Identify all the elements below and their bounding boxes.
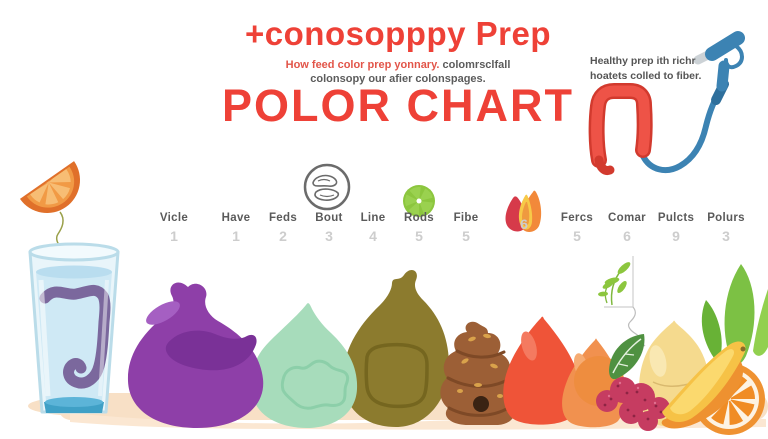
page-subtitle: How feed color prep yonnary. colomrsclfa… (14, 58, 768, 86)
scale-label: Bout (315, 212, 343, 224)
scale-item-10: Comar 6 (597, 212, 657, 244)
scale-item-11: Pulcts 9 (646, 212, 706, 244)
scale-item-5: Line 4 (343, 212, 403, 244)
scale-label: Pulcts (657, 212, 695, 224)
scale-number: 2 (279, 228, 287, 244)
scale-item-8: 6 (494, 212, 554, 232)
scale-number: 1 (232, 228, 240, 244)
orange-half-icon (19, 161, 80, 213)
subtitle-line2: colonsopy our afier colonspages. (310, 73, 486, 85)
scale-item-1: Vicle 1 (144, 212, 204, 244)
scribble-intestine-icon (303, 163, 351, 211)
scale-number: 3 (325, 228, 333, 244)
purple-blob (127, 282, 264, 428)
glass-of-water (28, 242, 120, 414)
scale-number: 5 (573, 228, 581, 244)
mint-blob (251, 303, 358, 428)
scale-number: 9 (672, 228, 680, 244)
scale-item-12: Polurs 3 (696, 212, 756, 244)
chart-heading: POLOR CHART (222, 80, 574, 131)
scale-label: Vicle (159, 212, 189, 224)
note-line1: Healthy prep ith richr (590, 55, 696, 67)
scale-number: 4 (369, 228, 377, 244)
scale-item-6: Rods 5 (389, 212, 449, 244)
subtitle-red-part: How feed color prep yonnary. (285, 59, 440, 71)
scale-label: Comar (608, 212, 646, 224)
stool-swirl (440, 321, 517, 425)
scale-number: 3 (722, 228, 730, 244)
colon-in-glass (39, 284, 111, 389)
scale-label: Fibe (453, 212, 479, 224)
cut-fruit-icon (505, 190, 542, 232)
subtitle-dark-part: colomrsclfall (442, 59, 511, 71)
scale-number: 6 (623, 228, 631, 244)
red-cone-blob (503, 316, 580, 425)
berries (596, 377, 670, 431)
glass-illustration (19, 161, 120, 414)
scale-item-9: Fercs 5 (547, 212, 607, 244)
green-leaf (609, 334, 645, 380)
olive-blob (343, 269, 450, 427)
scale-number: 5 (415, 228, 423, 244)
scale-label: Have (221, 212, 251, 224)
scale-item-7: Fibe 5 (436, 212, 496, 244)
scale-item-2: Have 1 (206, 212, 266, 244)
scale-number: 6 (520, 216, 528, 232)
note-text: Healthy prep ith richr hoatets colled to… (590, 54, 740, 84)
leafy-greens (701, 264, 768, 365)
scale-item-3: Feds 2 (253, 212, 313, 244)
enema-tube (640, 31, 745, 174)
scale-number: 1 (170, 228, 178, 244)
scale-label: Polurs (707, 212, 745, 224)
sprout-annotation (598, 256, 646, 347)
scale-label: Fercs (560, 212, 594, 224)
scale-label: Rods (404, 212, 434, 224)
lime-slice-icon (403, 185, 435, 217)
page-title: +conosopppy Prep (245, 15, 551, 52)
scale-number: 5 (462, 228, 470, 244)
banana (661, 341, 746, 429)
bottom-illustration-scene (28, 256, 768, 435)
scale-label: Feds (268, 212, 298, 224)
scale-label: Line (360, 212, 386, 224)
note-line2: hoatets colled to fiber. (590, 70, 702, 82)
subtitle-line1: How feed color prep yonnary. colomrsclfa… (14, 58, 768, 72)
colon-illustration (588, 83, 653, 175)
colon-nozzle-illustration (588, 31, 745, 175)
scale-item-4: Bout 3 (299, 212, 359, 244)
